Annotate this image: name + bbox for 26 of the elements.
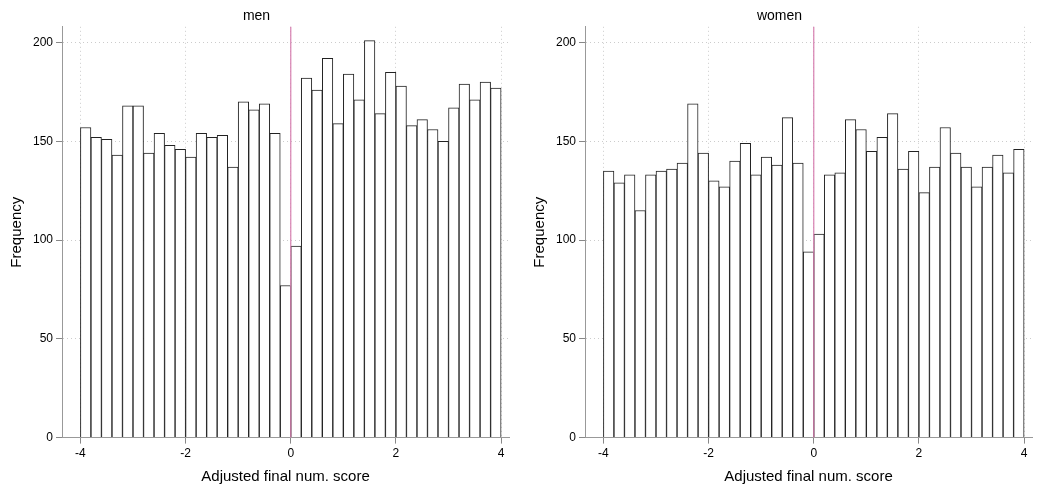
y-tick-label: 0	[569, 429, 577, 444]
x-tick-label: 4	[1020, 446, 1028, 461]
y-tick-label: 50	[562, 331, 577, 346]
y-axis-title: Frequency	[7, 196, 25, 268]
x-tick-label: 4	[497, 446, 505, 461]
x-tick-label: -2	[703, 446, 715, 461]
y-tick-label: 100	[32, 232, 54, 247]
y-axis-title: Frequency	[530, 196, 548, 268]
y-tick-label: 0	[46, 429, 54, 444]
chart-title: men	[242, 7, 271, 24]
y-tick-label: 200	[32, 34, 54, 49]
x-axis-title: Adjusted final num. score	[724, 467, 893, 485]
y-tick-label: 50	[39, 331, 54, 346]
x-tick-label: 0	[810, 446, 818, 461]
chart-title: women	[755, 7, 803, 24]
x-tick-label: 2	[915, 446, 923, 461]
y-tick-label: 100	[555, 232, 577, 247]
y-tick-label: 200	[555, 34, 577, 49]
x-axis-title: Adjusted final num. score	[201, 467, 370, 485]
x-tick-label: -4	[598, 446, 610, 461]
x-tick-label: -2	[180, 446, 192, 461]
x-tick-label: 0	[287, 446, 295, 461]
y-tick-label: 150	[32, 133, 54, 148]
y-tick-label: 150	[555, 133, 577, 148]
x-tick-label: 2	[392, 446, 400, 461]
x-tick-label: -4	[75, 446, 87, 461]
